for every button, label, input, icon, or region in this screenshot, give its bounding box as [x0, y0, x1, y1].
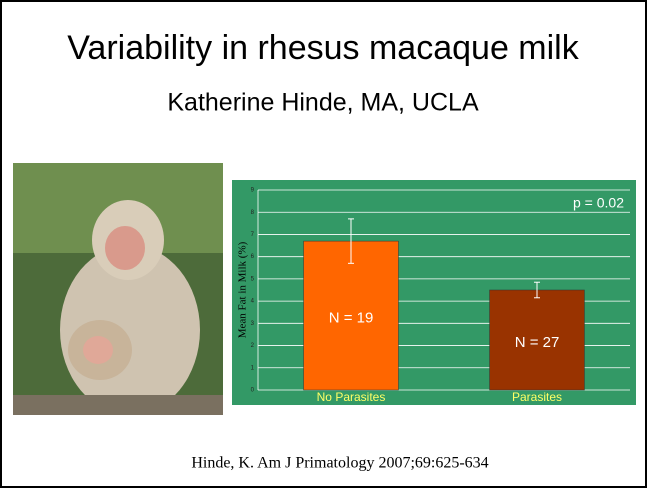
bar	[303, 240, 399, 391]
annotation: p = 0.02	[573, 195, 624, 211]
bar-annotation: N = 19	[329, 310, 374, 327]
bar-annotation: N = 27	[515, 334, 560, 351]
y-tick-label: 6	[251, 254, 255, 260]
y-tick-label: 9	[251, 188, 255, 194]
y-tick-label: 8	[251, 210, 255, 216]
y-axis-label: Mean Fat in Milk (%)	[237, 241, 249, 338]
y-tick-label: 5	[251, 276, 255, 282]
bar	[489, 289, 585, 391]
y-tick-label: 2	[251, 343, 255, 349]
y-tick-label: 0	[251, 388, 255, 394]
y-tick-label: 1	[251, 365, 255, 371]
y-tick-label: 3	[251, 321, 255, 327]
photo	[13, 163, 223, 415]
x-tick-label: Parasites	[512, 390, 562, 404]
slide-title: Variability in rhesus macaque milk	[67, 29, 579, 67]
slide-subtitle: Katherine Hinde, MA, UCLA	[167, 89, 479, 117]
x-tick-label: No Parasites	[317, 390, 386, 404]
y-tick-label: 4	[251, 299, 255, 305]
y-tick-label: 7	[251, 232, 255, 238]
citation: Hinde, K. Am J Primatology 2007;69:625-6…	[191, 455, 488, 472]
